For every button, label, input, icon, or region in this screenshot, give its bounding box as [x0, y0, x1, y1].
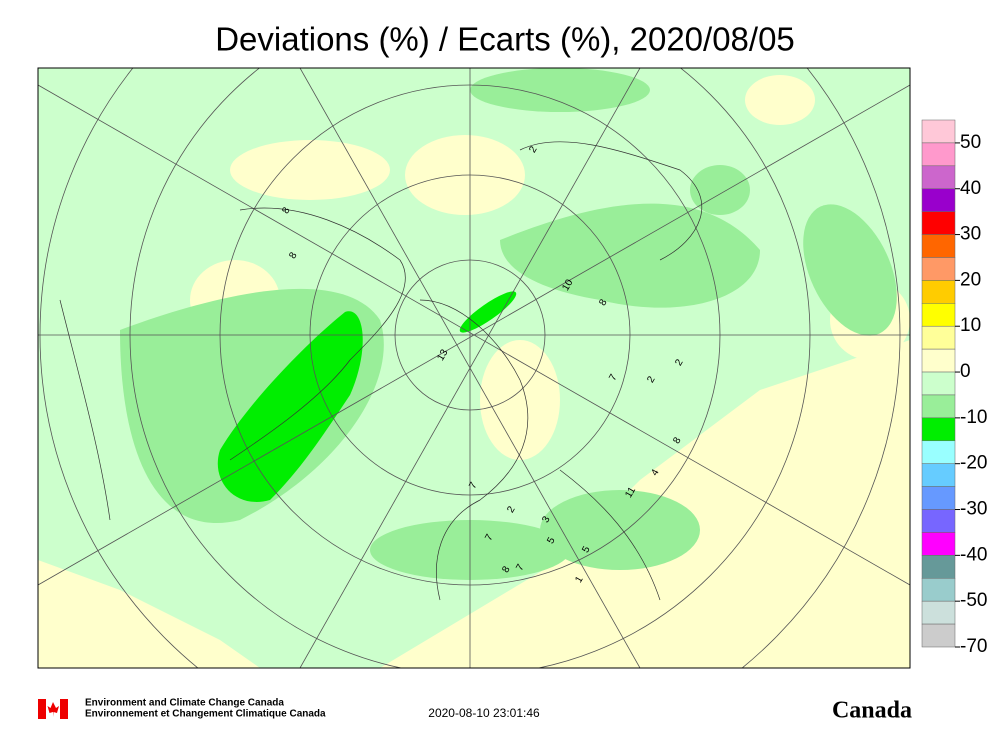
colorbar-label: 10 [960, 315, 981, 336]
station-label: 3 [540, 514, 553, 525]
colorbar-label: 0 [960, 361, 971, 382]
colorbar: 50 40 30 20 10 0 -10 -20 -30 -40 -50 -70 [921, 119, 987, 657]
color-swatch [921, 257, 956, 281]
color-swatch [921, 348, 956, 373]
colorbar-label: 20 [960, 269, 981, 290]
station-label: 8 [671, 435, 684, 446]
color-swatch [921, 165, 956, 189]
colorbar-label: 30 [960, 224, 981, 245]
station-label: 2 [527, 144, 540, 155]
color-swatch [921, 234, 956, 258]
station-label: 8 [597, 297, 610, 308]
station-label: 5 [580, 544, 593, 555]
color-swatch [921, 325, 956, 350]
station-label: 13 [435, 347, 450, 363]
color-swatch [921, 371, 956, 396]
color-swatch [921, 555, 956, 579]
color-swatch [921, 280, 956, 304]
colorbar-label: -40 [960, 544, 987, 565]
wordmark: Canada [832, 698, 912, 724]
maple-leaf [47, 702, 59, 717]
color-swatch [921, 394, 956, 419]
color-swatch [921, 188, 956, 212]
station-label: 7 [607, 372, 620, 383]
color-swatch [921, 509, 956, 533]
colorbar-label: 50 [960, 132, 981, 153]
colorbar-label: -70 [960, 636, 987, 657]
station-label: 2 [645, 374, 658, 385]
station-label: 10 [560, 277, 575, 293]
station-label: 4 [649, 467, 662, 478]
color-swatch [921, 486, 956, 510]
flag-bar [60, 699, 68, 719]
color-swatch [921, 303, 956, 327]
color-swatch [921, 578, 956, 602]
colorbar-label: -50 [960, 590, 987, 611]
station-label: 8 [500, 564, 513, 575]
station-label: 7 [467, 480, 480, 491]
station-label: 5 [545, 535, 558, 546]
footer: Environment and Climate Change Canada En… [38, 698, 912, 724]
color-swatch [921, 211, 956, 235]
station-label: 1 [573, 574, 586, 585]
color-swatch [921, 119, 956, 144]
station-label: 7 [483, 532, 496, 543]
station-label: 8 [280, 205, 293, 216]
station-label: 8 [287, 250, 300, 261]
station-label: 2 [505, 504, 518, 515]
colorbar-label: -30 [960, 499, 987, 520]
flag-bar [38, 699, 46, 719]
station-label: 2 [673, 357, 686, 368]
map [37, 67, 911, 669]
colorbar-label: -20 [960, 453, 987, 474]
timestamp: 2020-08-10 23:01:46 [428, 706, 540, 720]
color-swatch [921, 600, 956, 625]
colorbar-label: -10 [960, 407, 987, 428]
color-swatch [921, 532, 956, 556]
agency-fr: Environnement et Changement Climatique C… [85, 709, 326, 720]
color-swatch [921, 417, 956, 442]
title: Deviations (%) / Ecarts (%), 2020/08/05 [215, 21, 795, 58]
colorbar-label: 40 [960, 178, 981, 199]
color-swatch [921, 142, 956, 167]
color-swatch [921, 440, 956, 464]
agency-en: Environment and Climate Change Canada [85, 698, 284, 709]
color-swatch [921, 623, 956, 648]
station-label: 7 [514, 562, 527, 573]
color-swatch [921, 463, 956, 487]
